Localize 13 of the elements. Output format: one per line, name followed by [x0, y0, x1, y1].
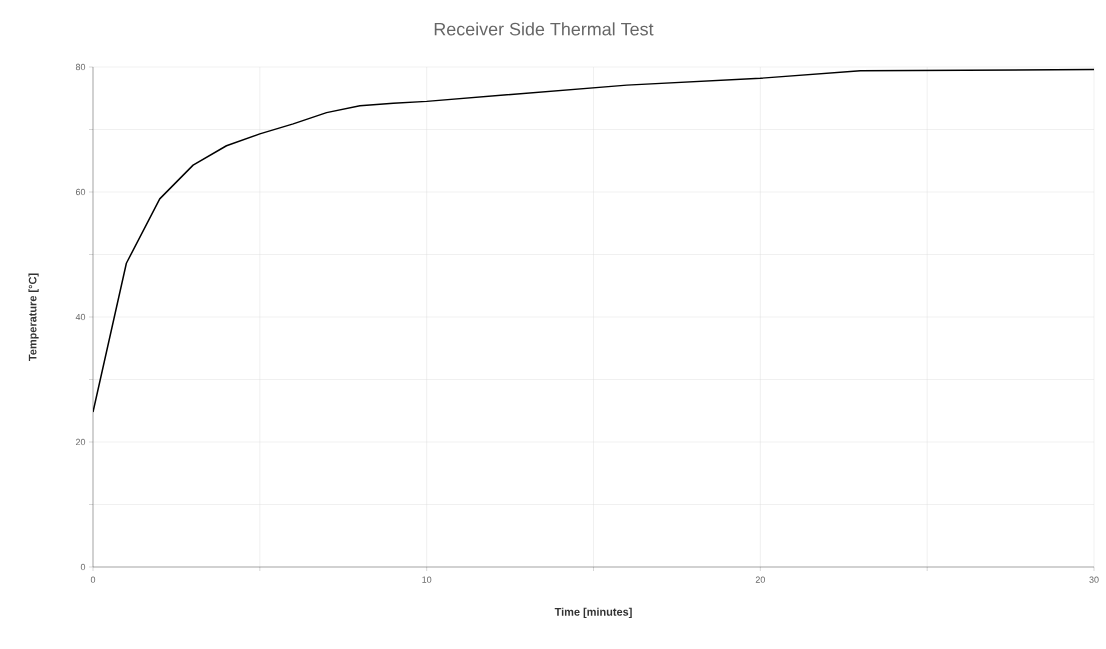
chart-title: Receiver Side Thermal Test — [434, 22, 654, 36]
y-tick-label: 80 — [75, 63, 86, 71]
y-tick-label: 60 — [75, 188, 86, 196]
y-tick-label: 20 — [75, 438, 86, 446]
y-tick-label: 40 — [75, 313, 86, 321]
x-axis-title: Time [minutes] — [554, 607, 632, 618]
line-series — [93, 68, 1094, 413]
y-axis-title: Temperature [°C] — [28, 273, 39, 361]
x-tick-label: 30 — [1089, 576, 1099, 583]
x-tick-label: 0 — [90, 576, 96, 583]
x-tick-label: 20 — [755, 576, 765, 583]
x-tick-label: 10 — [422, 576, 432, 583]
y-tick-label: 0 — [80, 563, 86, 571]
